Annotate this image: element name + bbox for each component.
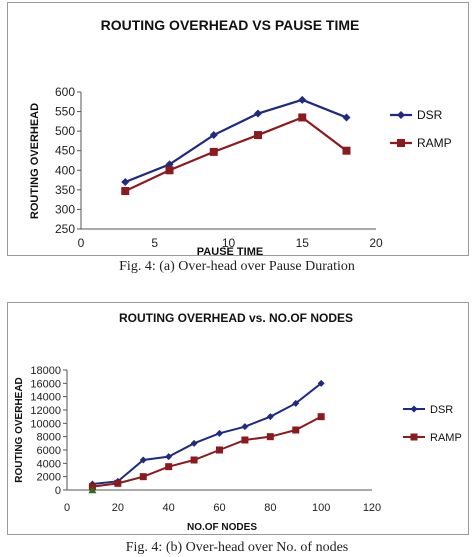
figure-caption-4b: Fig. 4: (b) Over-head over No. of nodes [125, 540, 349, 555]
chart-title: ROUTING OVERHEAD VS PAUSE TIME [101, 17, 360, 33]
series-line-dsr [92, 382, 322, 485]
data-point-dsr [342, 113, 351, 122]
data-point-ramp [317, 413, 325, 421]
y-tick-label: 10000 [30, 418, 61, 430]
data-point-dsr [216, 429, 223, 437]
data-point-ramp [342, 146, 351, 155]
data-point-dsr [165, 453, 173, 461]
data-point-dsr [266, 413, 274, 421]
chart-routing-overhead-vs-pause-time: ROUTING OVERHEAD VS PAUSE TIME 250 300 350 4… [7, 2, 469, 258]
data-point-ramp [216, 446, 223, 454]
y-tick-label: 14000 [30, 392, 61, 404]
y-tick-label: 8000 [37, 432, 61, 444]
chart-1-svg: ROUTING OVERHEAD VS PAUSE TIME 250 300 350 4… [29, 17, 452, 258]
y-tick-label: 600 [55, 85, 75, 99]
y-tick-label: 6000 [37, 445, 61, 457]
data-point-dsr [121, 178, 130, 187]
chart-routing-overhead-vs-nodes: ROUTING OVERHEAD vs. NO.OF NODES 0 2000 400… [7, 302, 469, 535]
legend-label-dsr: DSR [417, 108, 443, 122]
legend-label-dsr: DSR [430, 404, 453, 416]
x-axis-label: PAUSE TIME [197, 246, 263, 255]
data-point-ramp [241, 436, 249, 444]
chart-2-svg: ROUTING OVERHEAD vs. NO.OF NODES02000400… [14, 311, 462, 533]
data-point-ramp [254, 131, 262, 140]
y-tick-label: 400 [55, 163, 75, 177]
x-tick-label: 10 [222, 236, 236, 250]
x-tick-label: 120 [363, 502, 381, 514]
series-ramp [88, 413, 325, 491]
data-point-ramp [298, 113, 307, 122]
x-tick-label: 40 [163, 502, 175, 514]
x-tick-label: 100 [312, 502, 330, 514]
series-line-ramp [92, 415, 322, 488]
y-tick-label: 12000 [30, 405, 61, 417]
data-point-ramp [209, 147, 218, 156]
series-line-ramp [124, 116, 348, 193]
data-point-dsr [317, 379, 325, 387]
x-tick-label: 0 [64, 502, 70, 514]
x-tick-label: 80 [264, 502, 276, 514]
series-line-dsr [124, 98, 347, 184]
y-tick-label: 500 [55, 124, 75, 138]
y-tick-label: 0 [55, 485, 61, 497]
legend-marker-dsr [397, 111, 405, 119]
x-tick-label: 20 [112, 502, 124, 514]
y-tick-label: 550 [55, 105, 75, 119]
data-point-ramp [165, 166, 174, 175]
y-tick-label: 300 [55, 202, 75, 216]
data-point-dsr [209, 131, 218, 140]
x-tick-label: 20 [369, 236, 383, 250]
data-point-dsr [190, 439, 198, 447]
x-tick-label: 60 [213, 502, 225, 514]
data-point-ramp [165, 463, 173, 471]
legend-marker-dsr [410, 405, 418, 413]
figure-caption-4a: Fig. 4: (a) Over-head over Pause Duratio… [119, 259, 355, 274]
y-axis-label: ROUTING OVERHEAD [14, 377, 25, 483]
data-point-ramp [292, 426, 300, 434]
y-tick-label: 16000 [30, 378, 61, 390]
data-point-dsr [298, 95, 307, 104]
extra-data-point [88, 486, 97, 494]
series-dsr [88, 379, 325, 488]
data-point-dsr [241, 423, 249, 431]
data-point-ramp [139, 473, 147, 481]
legend-label-ramp: RAMP [430, 432, 462, 444]
legend-marker-ramp [410, 433, 418, 441]
x-tick-label: 15 [296, 236, 310, 250]
data-point-dsr [139, 456, 147, 464]
y-tick-label: 450 [55, 144, 75, 158]
data-point-ramp [266, 433, 274, 441]
y-tick-label: 350 [55, 183, 75, 197]
y-tick-label: 4000 [37, 458, 61, 470]
data-point-dsr [292, 399, 300, 407]
data-point-dsr [254, 109, 262, 118]
y-axis-label: ROUTING OVERHEAD [29, 103, 41, 219]
data-point-ramp [190, 456, 198, 464]
data-point-ramp [114, 479, 122, 487]
chart-title: ROUTING OVERHEAD vs. NO.OF NODES [119, 311, 353, 325]
legend-marker-ramp [397, 139, 405, 147]
x-tick-label: 0 [78, 236, 85, 250]
data-point-ramp [121, 187, 130, 196]
series-dsr [121, 95, 351, 187]
y-tick-label: 2000 [37, 472, 61, 484]
series-ramp [121, 113, 351, 196]
x-axis-label: NO.OF NODES [187, 522, 257, 533]
legend-label-ramp: RAMP [417, 136, 452, 150]
y-tick-label: 18000 [30, 365, 61, 377]
y-tick-label: 250 [55, 222, 75, 236]
x-tick-label: 5 [151, 236, 158, 250]
